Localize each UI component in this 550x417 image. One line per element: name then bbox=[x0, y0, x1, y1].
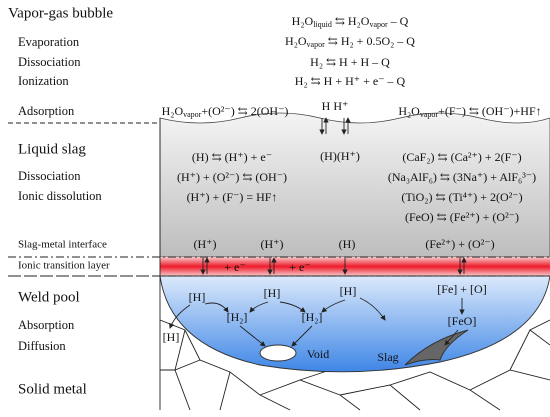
region-label: Diffusion bbox=[18, 339, 66, 353]
equation-text: [H₂] bbox=[302, 310, 323, 324]
region-label: Dissociation bbox=[18, 169, 81, 183]
equation: H₂Ovapor+(O²⁻) ⇆ 2(OH⁻) bbox=[162, 104, 289, 119]
subscript: liquid bbox=[313, 20, 332, 29]
equation-text: H₂O bbox=[162, 104, 184, 118]
slag-inclusion bbox=[404, 329, 469, 366]
region-label: Ionic transition layer bbox=[18, 260, 110, 272]
equation-text: H₂O bbox=[292, 14, 314, 28]
equation: (H⁺) bbox=[261, 237, 284, 251]
transition-layer bbox=[160, 257, 550, 276]
equation: (H) bbox=[339, 237, 356, 251]
equation-text: – Q bbox=[388, 14, 409, 28]
equation: (CaF₂) ⇆ (Ca²⁺) + 2(F⁻) bbox=[402, 150, 521, 164]
equation: (H⁺) + (F⁻) = HF↑ bbox=[187, 190, 278, 204]
equation: (Na₃AlF₆) ⇆ (3Na⁺) + AlF₆³⁻) bbox=[388, 170, 536, 184]
equation: (TiO₂) ⇆ (Ti⁴⁺) + 2(O²⁻) bbox=[401, 190, 522, 204]
equation-text: + e⁻ bbox=[224, 260, 245, 274]
equation: H₂Ovapor+(F⁻) ⇆ (OH⁻)+HF↑ bbox=[398, 104, 541, 119]
region-label: Weld pool bbox=[18, 289, 80, 305]
arrows bbox=[169, 117, 467, 347]
equation-text: [H] bbox=[340, 284, 357, 298]
equation-text: +(F⁻) ⇆ (OH⁻)+HF↑ bbox=[438, 104, 542, 118]
equation-text: Slag bbox=[377, 350, 398, 364]
region-label: Ionization bbox=[18, 74, 69, 88]
equation: H₂ ⇆ H + H – Q bbox=[310, 55, 390, 69]
region-label: Dissociation bbox=[18, 55, 81, 69]
equation: H₂Ovapor ⇆ H₂ + 0.5O₂ – Q bbox=[285, 34, 415, 49]
equation-text: [H] bbox=[189, 290, 206, 304]
equation-text: [Fe] + [O] bbox=[437, 282, 486, 296]
weld-pool bbox=[159, 275, 550, 373]
equation-text: (H)(H⁺) bbox=[320, 149, 360, 163]
solid-grains bbox=[159, 319, 550, 411]
equation: (H⁺) bbox=[194, 237, 217, 251]
region-label: Adsorption bbox=[18, 104, 75, 118]
equation: (FeO) ⇆ (Fe²⁺) + (O²⁻) bbox=[405, 210, 519, 224]
equation-text: (H⁺) bbox=[261, 237, 284, 251]
equation-text: [H] bbox=[264, 286, 281, 300]
equation: [H] bbox=[163, 330, 180, 344]
equation-text: + e⁻ bbox=[289, 260, 310, 274]
equation-text: [FeO] bbox=[448, 314, 477, 328]
region-label: Liquid slag bbox=[18, 141, 86, 157]
region-label: Solid metal bbox=[18, 381, 87, 397]
equation-text: ⇆ H₂O bbox=[332, 14, 370, 28]
region-label: Ionic dissolution bbox=[18, 189, 102, 203]
equation: [H] bbox=[189, 290, 206, 304]
equation-text: (H⁺) + (O²⁻) ⇆ (OH⁻) bbox=[177, 170, 287, 184]
equation-text: H₂ ⇆ H + H⁺ + e⁻ – Q bbox=[295, 74, 406, 88]
equation-text: H₂ ⇆ H + H – Q bbox=[310, 55, 390, 69]
equation: Void bbox=[307, 347, 329, 361]
equation: [H] bbox=[264, 286, 281, 300]
equation-text: [H₂] bbox=[227, 310, 248, 324]
equation-text: H₂O bbox=[285, 34, 307, 48]
subscript: vapor bbox=[307, 40, 326, 49]
equation: [H] bbox=[340, 284, 357, 298]
void bbox=[259, 344, 297, 362]
subscript: vapor bbox=[183, 110, 202, 119]
equation: [H₂] bbox=[302, 310, 323, 324]
region-label: Absorption bbox=[18, 318, 75, 332]
equation: [H₂] bbox=[227, 310, 248, 324]
equation-text: (H⁺) bbox=[194, 237, 217, 251]
equation-text: (H) bbox=[339, 237, 356, 251]
equation: + e⁻ bbox=[224, 260, 245, 274]
equation: H H⁺ bbox=[322, 99, 349, 113]
equation: (H)(H⁺) bbox=[320, 149, 360, 163]
equation-text: (Fe²⁺) + (O²⁻) bbox=[425, 237, 494, 251]
equation-text: Void bbox=[307, 347, 329, 361]
equation-text: (CaF₂) ⇆ (Ca²⁺) + 2(F⁻) bbox=[402, 150, 521, 164]
equation-text: H H⁺ bbox=[322, 99, 349, 113]
equation-text: H₂O bbox=[398, 104, 420, 118]
region-label: Evaporation bbox=[18, 35, 80, 49]
equation-text: (Na₃AlF₆) ⇆ (3Na⁺) + AlF₆³⁻) bbox=[388, 170, 536, 184]
equation: [Fe] + [O] bbox=[437, 282, 486, 296]
equation: (H⁺) + (O²⁻) ⇆ (OH⁻) bbox=[177, 170, 287, 184]
subscript: vapor bbox=[420, 110, 439, 119]
equation: (Fe²⁺) + (O²⁻) bbox=[425, 237, 494, 251]
equation: (H) ⇆ (H⁺) + e⁻ bbox=[192, 150, 272, 164]
liquid-slag bbox=[159, 112, 550, 258]
equation: H₂Oliquid ⇆ H₂Ovapor – Q bbox=[292, 14, 409, 29]
equation-text: (H) ⇆ (H⁺) + e⁻ bbox=[192, 150, 272, 164]
equation-text: (TiO₂) ⇆ (Ti⁴⁺) + 2(O²⁻) bbox=[401, 190, 522, 204]
region-label: Slag-metal interface bbox=[18, 239, 107, 251]
equation-text: +(O²⁻) ⇆ 2(OH⁻) bbox=[201, 104, 288, 118]
equation: H₂ ⇆ H + H⁺ + e⁻ – Q bbox=[295, 74, 406, 88]
equation-text: [H] bbox=[163, 330, 180, 344]
region-label: Vapor-gas bubble bbox=[8, 5, 113, 21]
equation-text: (FeO) ⇆ (Fe²⁺) + (O²⁻) bbox=[405, 210, 519, 224]
equation-text: (H⁺) + (F⁻) = HF↑ bbox=[187, 190, 278, 204]
equation: + e⁻ bbox=[289, 260, 310, 274]
equation-text: ⇆ H₂ + 0.5O₂ – Q bbox=[325, 34, 416, 48]
equation: Slag bbox=[377, 350, 398, 364]
equation: [FeO] bbox=[448, 314, 477, 328]
subscript: vapor bbox=[369, 20, 388, 29]
